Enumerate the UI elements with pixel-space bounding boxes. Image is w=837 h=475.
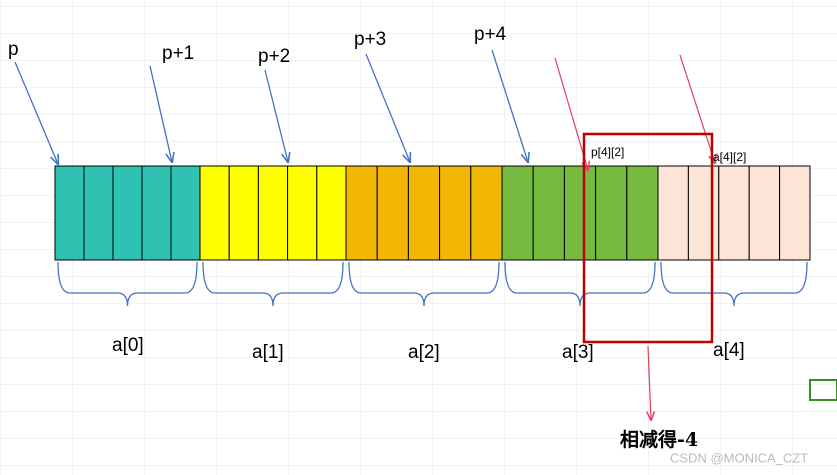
note: 相减得-4 xyxy=(620,428,698,451)
cell xyxy=(687,165,720,261)
cell xyxy=(170,165,201,261)
group-label: a[4] xyxy=(713,340,745,361)
arrow xyxy=(648,345,651,420)
pointer-label: p xyxy=(8,39,19,60)
group-label: a[2] xyxy=(408,342,440,363)
cell xyxy=(257,165,289,261)
watermark: CSDN @MONICA_CZT xyxy=(670,450,808,465)
cell xyxy=(287,165,318,261)
group-label: a[0] xyxy=(112,335,144,356)
red-arrows xyxy=(554,54,715,420)
cell xyxy=(199,165,230,261)
pointer-label: p+2 xyxy=(258,46,290,67)
highlight-box xyxy=(582,132,714,344)
arrow xyxy=(554,57,588,170)
cell xyxy=(83,165,114,261)
array-cells xyxy=(54,165,811,261)
arrow xyxy=(491,49,528,162)
cell-label: a[4][2] xyxy=(713,150,746,164)
group-label: a[1] xyxy=(252,342,284,363)
cell xyxy=(439,165,472,261)
cell xyxy=(54,165,85,261)
cell xyxy=(345,165,378,261)
brace xyxy=(504,261,656,307)
pointer-arrows xyxy=(14,49,528,164)
arrow xyxy=(679,54,715,163)
cell xyxy=(595,165,628,261)
cell-label: p[4][2] xyxy=(591,145,624,159)
cell xyxy=(112,165,143,261)
braces xyxy=(57,261,808,307)
cell xyxy=(626,165,659,261)
pointer-label: p+1 xyxy=(162,43,194,64)
cell xyxy=(316,165,347,261)
cell xyxy=(470,165,503,261)
cell xyxy=(532,165,565,261)
cell xyxy=(376,165,409,261)
arrow xyxy=(14,61,58,164)
brace xyxy=(57,261,198,307)
cell xyxy=(563,165,597,261)
cell xyxy=(141,165,172,261)
cell xyxy=(748,165,781,261)
cell xyxy=(501,165,534,261)
brace xyxy=(202,261,344,307)
arrow xyxy=(264,69,288,162)
cell xyxy=(228,165,259,261)
pointer-label: p+3 xyxy=(354,29,386,50)
brace xyxy=(660,261,808,307)
pointer-label: p+4 xyxy=(474,24,507,45)
cell xyxy=(779,165,811,261)
cell xyxy=(407,165,441,261)
cell xyxy=(718,165,750,261)
group-label: a[3] xyxy=(562,342,594,363)
cell-cursor xyxy=(809,379,837,401)
arrow xyxy=(149,65,172,162)
arrow xyxy=(365,53,410,162)
cell xyxy=(657,165,689,261)
brace xyxy=(348,261,500,307)
